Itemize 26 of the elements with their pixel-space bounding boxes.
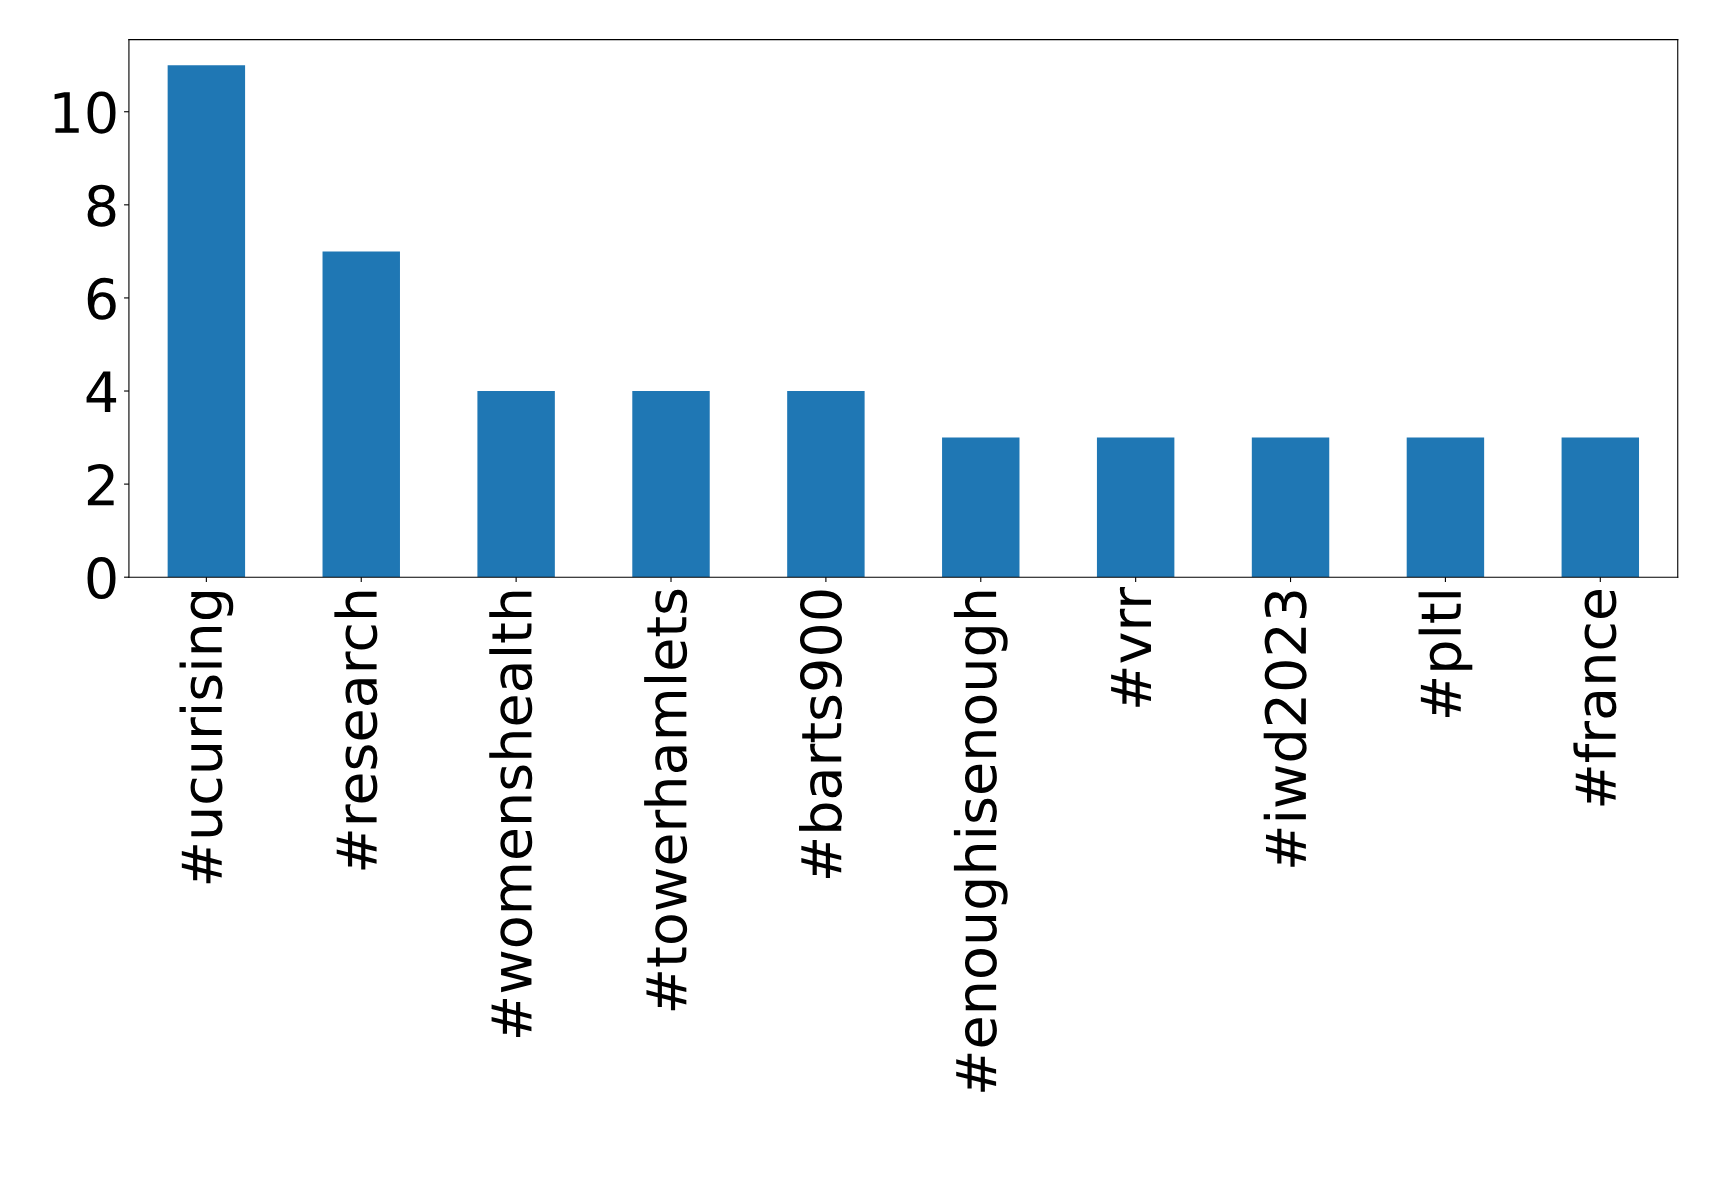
- bar: [1561, 437, 1640, 578]
- y-tick-label: 4: [86, 371, 117, 413]
- y-tick-label: 10: [54, 91, 116, 134]
- x-tick-label: #enoughisenough: [953, 591, 1008, 1092]
- bar: [1096, 437, 1175, 578]
- x-tick-label: #france: [1573, 589, 1617, 806]
- bar: [632, 391, 710, 578]
- bar: [1251, 437, 1330, 578]
- x-tick-label: #research: [334, 591, 378, 870]
- x-tick-label: #womenshealth: [489, 591, 533, 1037]
- bar: [322, 251, 400, 578]
- x-tick-label: #vrr: [1111, 586, 1151, 707]
- bar: [477, 391, 555, 578]
- x-tick-label: #iwd2023: [1263, 591, 1307, 867]
- y-tick-label: 6: [87, 277, 116, 320]
- bar: [167, 65, 246, 578]
- bar: [787, 391, 865, 578]
- y-tick-label: 8: [87, 184, 116, 227]
- x-tick-label: #barts900: [799, 590, 843, 879]
- x-tick-label: #towerhamlets: [644, 589, 688, 1011]
- bar: [1406, 437, 1485, 578]
- y-tick-label: 0: [87, 557, 116, 600]
- bar: [942, 437, 1020, 578]
- x-tick-label: #ucurising: [179, 591, 234, 884]
- x-tick-label: #pltl: [1418, 592, 1473, 718]
- y-tick-label: 2: [87, 463, 114, 506]
